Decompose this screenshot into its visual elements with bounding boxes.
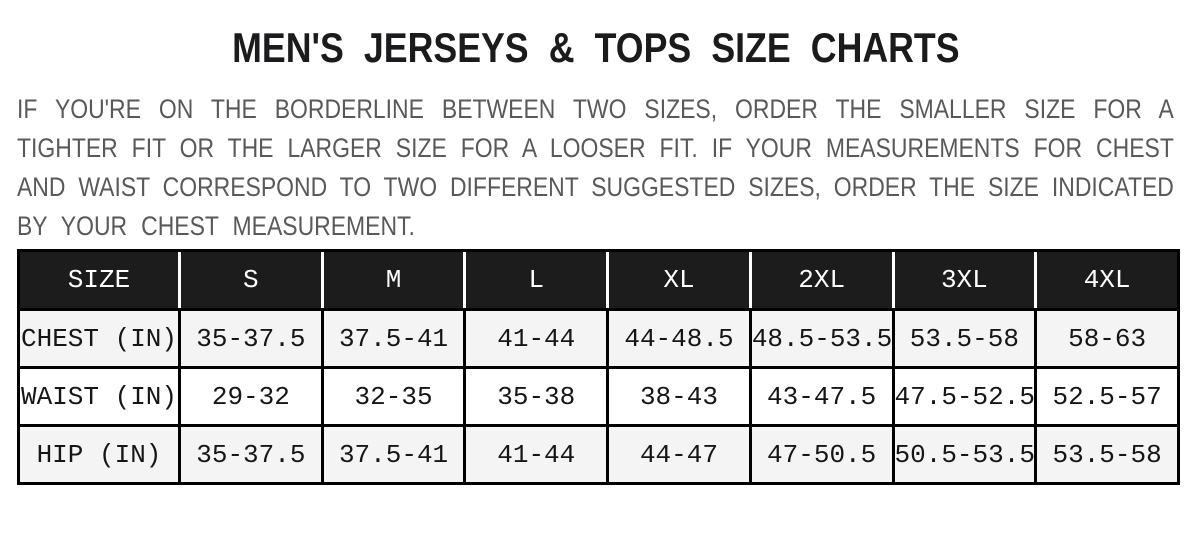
waist-cell: 47.5-52.5: [891, 366, 1035, 424]
chest-cell: 44-48.5: [606, 308, 749, 366]
page-title: MEN'S JERSEYS & TOPS SIZE CHARTS: [17, 25, 1174, 71]
hip-cell: 37.5-41: [320, 424, 464, 482]
chest-cell: 53.5-58: [891, 308, 1035, 366]
waist-cell: 29-32: [178, 366, 321, 424]
row-label-hip: HIP (IN): [20, 424, 178, 482]
waist-cell: 38-43: [606, 366, 749, 424]
hip-cell: 50.5-53.5: [891, 424, 1035, 482]
hip-cell: 53.5-58: [1034, 424, 1177, 482]
chest-cell: 48.5-53.5: [748, 308, 892, 366]
intro-line: IF YOU'RE ON THE BORDERLINE BETWEEN TWO …: [17, 94, 1174, 124]
size-chart-page: MEN'S JERSEYS & TOPS SIZE CHARTS IF YOU'…: [0, 25, 1191, 485]
size-chart-table: SIZE S M L XL 2XL 3XL 4XL CHEST (IN) 35-…: [17, 249, 1180, 485]
table-row-chest: CHEST (IN) 35-37.5 37.5-41 41-44 44-48.5…: [20, 308, 1177, 366]
row-label-chest: CHEST (IN): [20, 308, 178, 366]
column-header-m: M: [320, 252, 464, 308]
chest-cell: 58-63: [1034, 308, 1177, 366]
waist-cell: 35-38: [463, 366, 607, 424]
page-title-text: MEN'S JERSEYS & TOPS SIZE CHARTS: [231, 24, 960, 71]
column-header-3xl: 3XL: [891, 252, 1035, 308]
waist-cell: 52.5-57: [1034, 366, 1177, 424]
hip-cell: 47-50.5: [748, 424, 892, 482]
header-row: SIZE S M L XL 2XL 3XL 4XL: [20, 252, 1177, 308]
hip-cell: 41-44: [463, 424, 607, 482]
waist-cell: 32-35: [320, 366, 464, 424]
column-header-size: SIZE: [20, 252, 178, 308]
intro-paragraph: IF YOU'RE ON THE BORDERLINE BETWEEN TWO …: [17, 90, 1174, 246]
waist-cell: 43-47.5: [748, 366, 892, 424]
table-row-hip: HIP (IN) 35-37.5 37.5-41 41-44 44-47 47-…: [20, 424, 1177, 482]
intro-line: AND WAIST CORRESPOND TO TWO DIFFERENT SU…: [17, 172, 1174, 202]
column-header-s: S: [178, 252, 321, 308]
intro-line: BY YOUR CHEST MEASUREMENT.: [17, 211, 415, 241]
column-header-xl: XL: [606, 252, 749, 308]
column-header-l: L: [463, 252, 607, 308]
column-header-2xl: 2XL: [748, 252, 892, 308]
hip-cell: 35-37.5: [178, 424, 321, 482]
table-row-waist: WAIST (IN) 29-32 32-35 35-38 38-43 43-47…: [20, 366, 1177, 424]
hip-cell: 44-47: [606, 424, 749, 482]
chest-cell: 37.5-41: [320, 308, 464, 366]
chest-cell: 35-37.5: [178, 308, 321, 366]
intro-line: TIGHTER FIT OR THE LARGER SIZE FOR A LOO…: [17, 133, 1174, 163]
column-header-4xl: 4XL: [1034, 252, 1177, 308]
row-label-waist: WAIST (IN): [20, 366, 178, 424]
chest-cell: 41-44: [463, 308, 607, 366]
